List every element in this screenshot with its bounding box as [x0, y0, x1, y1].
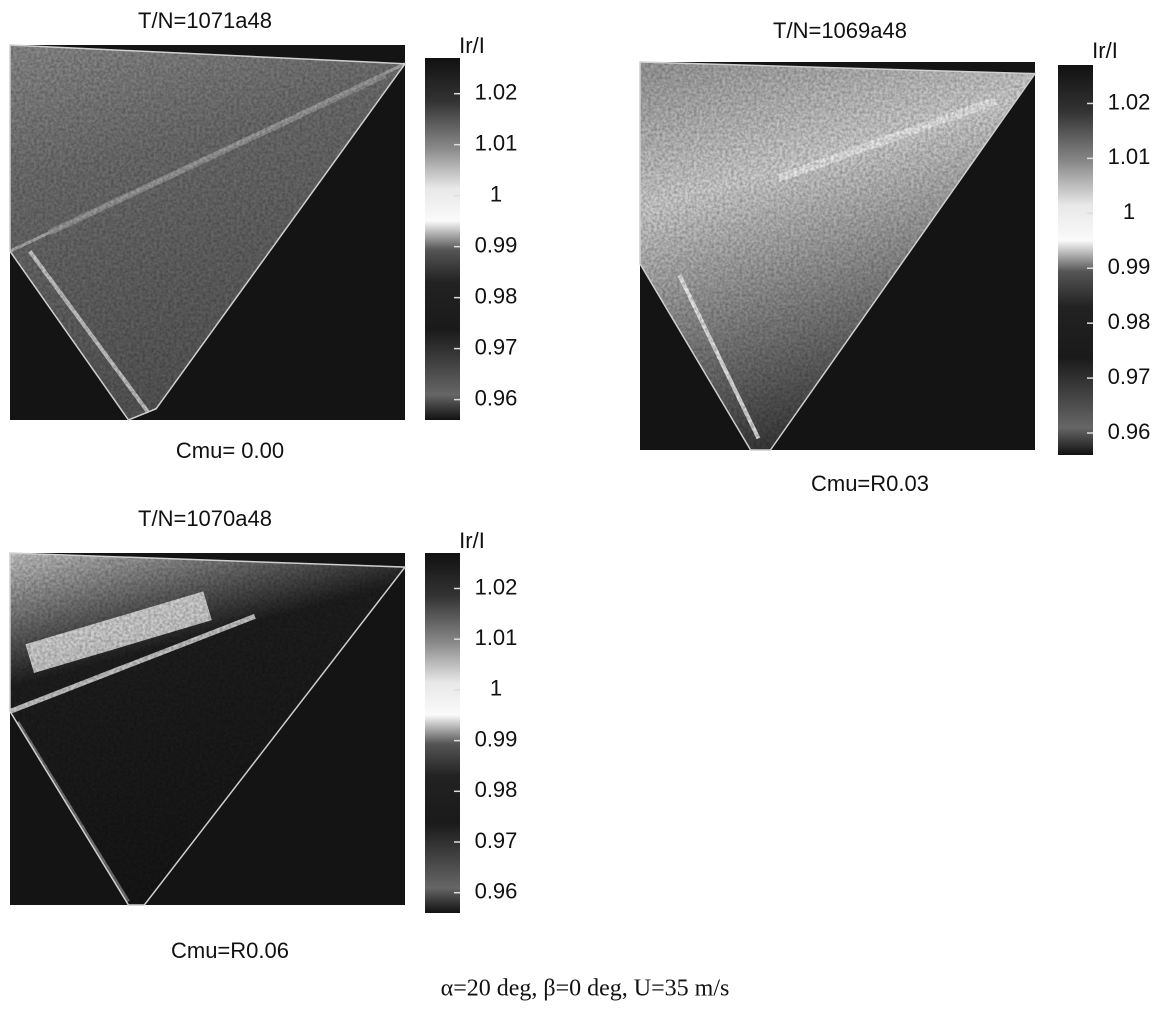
colorbar-tick-label: 1.01 [475, 625, 518, 650]
colorbar-tick-label: 0.96 [1108, 419, 1151, 444]
colorbar-tick-label: 0.98 [1108, 309, 1151, 334]
colorbar-tick-label: 1 [490, 676, 502, 701]
colorbar-tick-label: 1 [1123, 199, 1135, 224]
wing-edge [9, 44, 407, 421]
wing-edge [639, 61, 1037, 451]
colorbar-tick-label: 0.96 [475, 879, 518, 904]
colorbar-tick-label: 1.01 [1108, 144, 1151, 169]
colorbar-tick-label: 0.97 [1108, 364, 1151, 389]
colorbar-tick-label: 0.99 [475, 726, 518, 751]
colorbar-tick-label: 0.97 [475, 828, 518, 853]
surface-texture [640, 62, 1035, 450]
colorbar-tick-label: 1.02 [475, 574, 518, 599]
colorbar-tick-label: 0.96 [475, 385, 518, 410]
colorbar [425, 553, 460, 913]
panel-title: T/N=1071a48 [138, 8, 272, 33]
colorbar-tick-label: 1 [490, 181, 502, 206]
colorbar-tick-label: 1.01 [475, 130, 518, 155]
panel-label: Cmu=R0.03 [811, 471, 929, 496]
colorbar-label: Ir/I [1092, 38, 1118, 63]
colorbar [1058, 65, 1093, 455]
colorbar-tick-label: 0.98 [475, 777, 518, 802]
panel-label: Cmu=R0.06 [171, 938, 289, 963]
surface-texture [10, 553, 405, 905]
colorbar-label: Ir/I [459, 528, 485, 553]
colorbar-tick-label: 1.02 [475, 80, 518, 105]
wing-edge [9, 552, 407, 906]
colorbar [425, 58, 460, 420]
panel-title: T/N=1069a48 [773, 18, 907, 43]
colorbar-tick-label: 0.98 [475, 283, 518, 308]
colorbar-tick-label: 0.99 [1108, 254, 1151, 279]
surface-texture [10, 45, 405, 420]
panel-label: Cmu= 0.00 [176, 438, 284, 463]
panel-title: T/N=1070a48 [138, 506, 272, 531]
colorbar-label: Ir/I [459, 33, 485, 58]
colorbar-tick-label: 1.02 [1108, 89, 1151, 114]
caption: α=20 deg, β=0 deg, U=35 m/s [441, 976, 730, 1002]
colorbar-tick-label: 0.97 [475, 334, 518, 359]
colorbar-tick-label: 0.99 [475, 232, 518, 257]
